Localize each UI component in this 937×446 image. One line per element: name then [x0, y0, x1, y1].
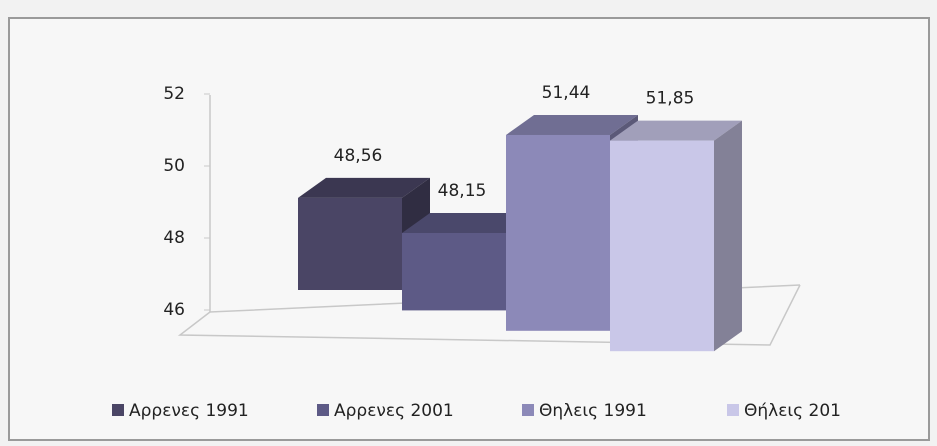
legend-label: Θήλεις 201 [744, 401, 841, 421]
bar-top [298, 177, 430, 198]
legend-swatch [112, 404, 124, 416]
bar [298, 197, 402, 290]
data-label: 48,56 [334, 146, 383, 166]
y-tick-label: 52 [163, 84, 185, 104]
legend-label: Θηλεις 1991 [539, 401, 647, 421]
legend-label: Αρρενες 2001 [334, 401, 454, 421]
data-label: 51,85 [646, 89, 695, 109]
bar-top [610, 120, 742, 141]
data-label: 48,15 [438, 181, 487, 201]
y-tick-label: 50 [163, 156, 185, 176]
y-tick-label: 46 [163, 300, 185, 320]
data-label: 51,44 [542, 83, 591, 103]
bar-top [506, 114, 638, 135]
bar-top [402, 213, 534, 233]
bar-side [714, 120, 742, 352]
legend-label: Αρρενες 1991 [129, 401, 249, 421]
bar [402, 233, 506, 311]
floor [177, 284, 801, 346]
y-tick-label: 48 [163, 228, 185, 248]
bar [506, 134, 610, 331]
legend-swatch [522, 404, 534, 416]
bar [610, 140, 714, 352]
legend-swatch [727, 404, 739, 416]
legend-swatch [317, 404, 329, 416]
